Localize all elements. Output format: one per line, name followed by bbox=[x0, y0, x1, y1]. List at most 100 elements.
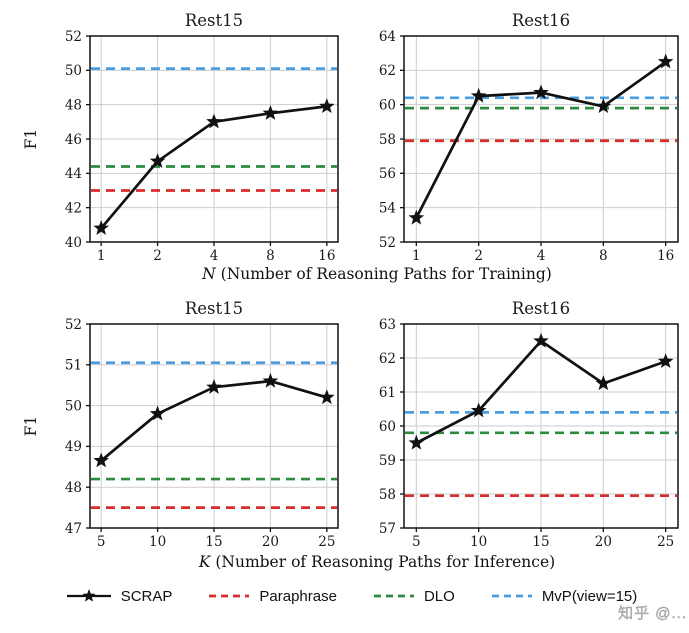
y-tick-label: 48 bbox=[65, 97, 82, 113]
star-marker bbox=[206, 379, 222, 394]
legend-item-scrap: SCRAP bbox=[66, 587, 173, 605]
legend-label-paraphrase: Paraphrase bbox=[259, 587, 337, 605]
x-tick-label: 15 bbox=[205, 534, 222, 550]
star-marker bbox=[93, 220, 109, 235]
chart-rest16-inference: 57 58 59 60 61 62 63 5 10 15 20 25 Rest16 bbox=[379, 299, 679, 550]
chart-title: Rest15 bbox=[185, 299, 243, 318]
y-tick-label: 57 bbox=[379, 521, 396, 537]
x-tick-label: 5 bbox=[412, 534, 421, 550]
legend-item-paraphrase: Paraphrase bbox=[208, 587, 337, 605]
star-marker bbox=[408, 209, 425, 225]
star-marker bbox=[149, 153, 166, 168]
y-tick-label: 59 bbox=[379, 453, 396, 469]
x-tick-label: 2 bbox=[474, 248, 483, 262]
y-tick-label: 49 bbox=[65, 439, 82, 455]
chart-rest15-inference: 47 48 49 50 51 52 5 10 15 20 25 Rest15 F1 bbox=[22, 299, 339, 550]
x-label-training-text: (Number of Reasoning Paths for Training) bbox=[215, 265, 552, 283]
x-tick-label: 20 bbox=[595, 534, 612, 550]
legend: SCRAP Paraphrase DLO MvP(view=15) bbox=[0, 580, 689, 612]
star-marker bbox=[595, 98, 612, 114]
y-tick-label: 50 bbox=[65, 398, 82, 414]
x-tick-label: 2 bbox=[153, 248, 162, 262]
y-tick-label: 54 bbox=[379, 200, 396, 216]
x-tick-label: 20 bbox=[262, 534, 279, 550]
x-tick-label: 4 bbox=[537, 248, 546, 262]
y-tick-label: 52 bbox=[65, 29, 82, 45]
chart-grid: 40 42 44 46 48 50 52 1 2 4 8 16 Rest15 F1 52 54 56 58 60 6… bbox=[0, 4, 689, 612]
y-axis-label: F1 bbox=[22, 416, 40, 437]
y-tick-label: 58 bbox=[379, 132, 396, 148]
y-tick-label: 47 bbox=[65, 521, 82, 537]
legend-item-dlo: DLO bbox=[373, 587, 455, 605]
y-tick-label: 62 bbox=[379, 63, 396, 79]
star-marker bbox=[533, 84, 549, 100]
x-variable-n: N bbox=[202, 265, 216, 283]
y-tick-label: 48 bbox=[65, 480, 82, 496]
training-row: 40 42 44 46 48 50 52 1 2 4 8 16 Rest15 F1 52 54 56 58 60 6… bbox=[0, 4, 689, 262]
star-marker bbox=[319, 389, 335, 405]
y-tick-label: 61 bbox=[379, 385, 396, 401]
x-tick-label: 10 bbox=[149, 534, 166, 550]
y-axis-label: F1 bbox=[22, 129, 40, 150]
x-tick-label: 5 bbox=[97, 534, 106, 550]
star-marker bbox=[657, 53, 674, 69]
y-tick-label: 60 bbox=[379, 97, 396, 113]
legend-label-dlo: DLO bbox=[423, 587, 455, 605]
legend-star-icon bbox=[82, 589, 96, 602]
mvp-dashed-marker bbox=[491, 594, 532, 598]
y-tick-label: 60 bbox=[379, 419, 396, 435]
y-tick-label: 62 bbox=[379, 351, 396, 367]
y-tick-label: 50 bbox=[65, 63, 82, 79]
legend-label-scrap: SCRAP bbox=[120, 587, 173, 605]
x-tick-label: 16 bbox=[657, 248, 674, 262]
star-marker bbox=[595, 375, 612, 391]
y-tick-label: 40 bbox=[65, 235, 82, 251]
chart-title: Rest16 bbox=[512, 11, 570, 30]
star-marker bbox=[470, 87, 487, 103]
star-marker bbox=[149, 405, 166, 421]
x-tick-label: 10 bbox=[470, 534, 487, 550]
x-tick-label: 4 bbox=[210, 248, 219, 262]
paraphrase-dashed-marker bbox=[209, 594, 250, 598]
star-marker bbox=[408, 434, 425, 450]
x-variable-k: K bbox=[198, 553, 211, 571]
x-tick-label: 8 bbox=[599, 248, 608, 262]
star-marker bbox=[319, 98, 335, 114]
x-tick-label: 16 bbox=[318, 248, 335, 262]
y-tick-label: 56 bbox=[379, 166, 396, 182]
star-marker bbox=[206, 113, 222, 129]
star-marker bbox=[262, 372, 279, 388]
x-tick-label: 15 bbox=[532, 534, 549, 550]
x-tick-label: 1 bbox=[412, 248, 421, 262]
star-marker bbox=[470, 402, 487, 418]
star-marker bbox=[533, 332, 549, 348]
star-marker bbox=[262, 105, 279, 120]
scrap-line-star-marker bbox=[66, 589, 111, 602]
star-marker bbox=[93, 452, 109, 468]
x-tick-label: 25 bbox=[657, 534, 674, 550]
legend-label-mvp: MvP(view=15) bbox=[541, 587, 638, 605]
y-tick-label: 51 bbox=[65, 358, 82, 374]
y-tick-label: 42 bbox=[65, 200, 82, 216]
y-tick-label: 52 bbox=[65, 317, 82, 333]
star-marker bbox=[657, 353, 674, 369]
chart-title: Rest15 bbox=[185, 11, 243, 30]
y-tick-label: 63 bbox=[379, 317, 396, 333]
chart-title: Rest16 bbox=[512, 299, 570, 318]
x-tick-label: 1 bbox=[97, 248, 106, 262]
x-label-inference-text: (Number of Reasoning Paths for Inference… bbox=[210, 553, 556, 571]
inference-row: 47 48 49 50 51 52 5 10 15 20 25 Rest15 F1 57 58 59 60 61… bbox=[0, 294, 689, 550]
y-tick-label: 64 bbox=[379, 29, 396, 45]
x-axis-label-inference: K (Number of Reasoning Paths for Inferen… bbox=[65, 550, 689, 576]
y-tick-label: 44 bbox=[65, 166, 82, 182]
chart-rest16-training: 52 54 56 58 60 62 64 1 2 4 8 16 Rest16 bbox=[379, 11, 679, 262]
x-axis-label-training: N (Number of Reasoning Paths for Trainin… bbox=[65, 262, 689, 288]
y-tick-label: 52 bbox=[379, 235, 396, 251]
x-tick-label: 8 bbox=[266, 248, 275, 262]
legend-item-mvp: MvP(view=15) bbox=[491, 587, 637, 605]
y-tick-label: 46 bbox=[65, 132, 82, 148]
dlo-dashed-marker bbox=[373, 594, 414, 598]
y-tick-label: 58 bbox=[379, 487, 396, 503]
